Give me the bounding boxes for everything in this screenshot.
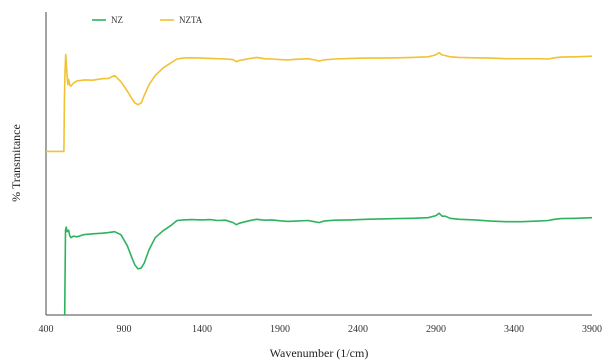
- x-tick-labels: 400 900 1400 1900 2400 2900 3400 3900: [39, 324, 603, 335]
- x-tick-label: 900: [117, 324, 132, 335]
- x-tick-label: 400: [39, 324, 54, 335]
- legend: NZ NZTA: [92, 15, 203, 25]
- x-tick-label: 3400: [504, 324, 524, 335]
- legend-label-nzta: NZTA: [179, 15, 203, 25]
- x-tick-label: 2400: [348, 324, 368, 335]
- x-tick-label: 1900: [270, 324, 290, 335]
- x-tick-label: 1400: [192, 324, 212, 335]
- x-axis-title: Wavenumber (1/cm): [270, 346, 369, 360]
- series-layer: [46, 51, 593, 316]
- series-line-nzta: [46, 51, 593, 153]
- x-tick-label: 3900: [582, 324, 602, 335]
- legend-label-nz: NZ: [111, 15, 123, 25]
- series-line-nz: [63, 212, 593, 316]
- plot-area: [45, 12, 592, 316]
- x-tick-label: 2900: [426, 324, 446, 335]
- y-axis-title: % Transmitance: [9, 124, 23, 202]
